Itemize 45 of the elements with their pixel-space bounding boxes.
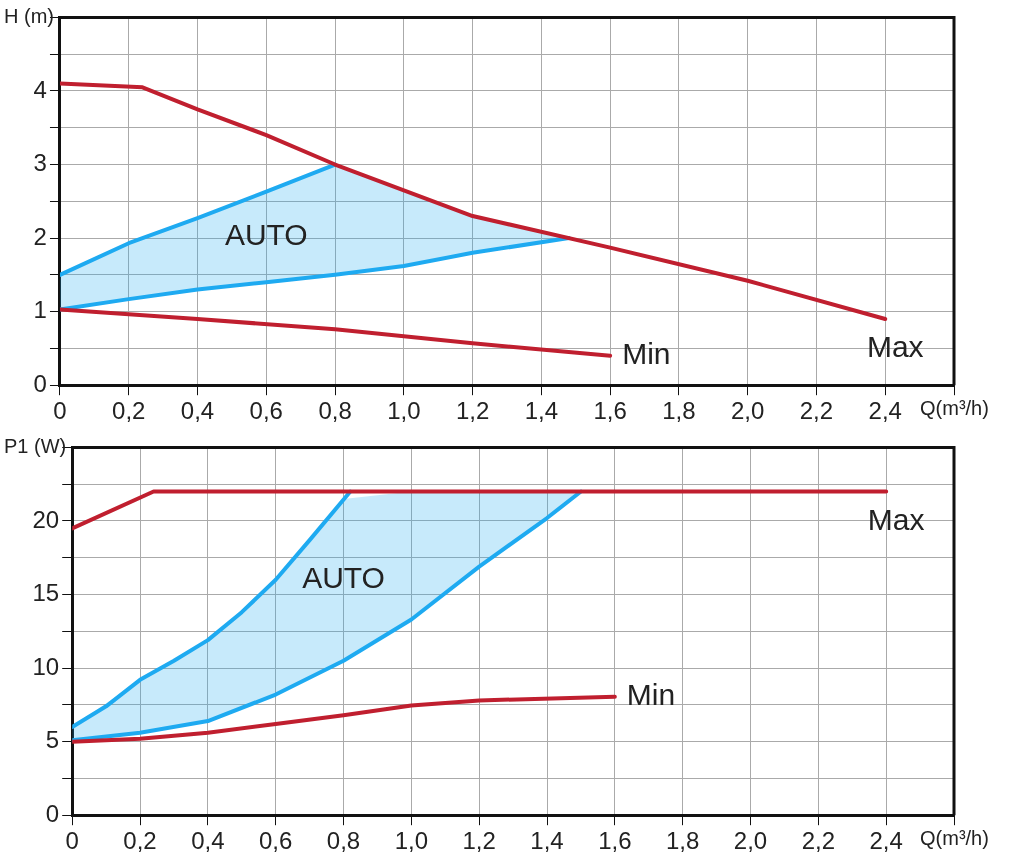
series-label: Min — [626, 678, 676, 712]
y-tick-label: 2 — [33, 222, 47, 250]
x-tick-label: 1,6 — [598, 827, 632, 855]
x-tick-label: 0,4 — [180, 397, 215, 425]
x-tick-label: 0,4 — [191, 827, 225, 855]
series-label: AUTO — [302, 561, 385, 595]
y-tick-label: 0 — [45, 799, 60, 827]
y-tick-label: 5 — [45, 726, 60, 754]
y-tick-label: 4 — [33, 75, 47, 103]
x-tick-label: 0,2 — [123, 827, 157, 855]
x-tick-label: 2,0 — [731, 397, 765, 425]
x-axis-title: Q(m³/h) — [920, 826, 989, 849]
series-label: AUTO — [224, 218, 308, 252]
y-tick-label: 0 — [33, 369, 47, 397]
y-tick-label: 15 — [32, 579, 60, 607]
x-tick-label: 2,2 — [799, 397, 834, 425]
x-tick-label: 2,4 — [868, 397, 902, 425]
x-tick-label: 1,0 — [394, 827, 429, 855]
x-tick-label: 2,2 — [801, 827, 836, 855]
x-tick-label: 1,2 — [455, 397, 490, 425]
x-tick-label: 0 — [65, 827, 79, 855]
y-tick-label: 10 — [32, 652, 60, 680]
y-tick-label: 20 — [32, 505, 60, 533]
x-tick-label: 0,6 — [249, 397, 283, 425]
y-axis-title: H (m) — [4, 4, 54, 27]
y-axis-title: P1 (W) — [4, 434, 67, 457]
x-tick-label: 1,4 — [524, 397, 559, 425]
x-tick-label: 0,8 — [326, 827, 361, 855]
y-tick-label: 1 — [33, 296, 47, 324]
series-label: Max — [867, 502, 925, 536]
series-label: Max — [866, 330, 924, 364]
x-tick-label: 0,6 — [259, 827, 293, 855]
x-tick-label: 0,8 — [318, 397, 352, 425]
x-tick-label: 0,2 — [112, 397, 146, 425]
x-tick-label: 1,8 — [665, 827, 700, 855]
x-tick-label: 1,8 — [662, 397, 696, 425]
x-tick-label: 1,2 — [462, 827, 496, 855]
y-tick-label: 3 — [33, 149, 47, 177]
x-tick-label: 1,6 — [593, 397, 627, 425]
x-tick-label: 2,0 — [733, 827, 768, 855]
x-tick-label: 1,4 — [530, 827, 564, 855]
x-axis-title: Q(m³/h) — [920, 396, 989, 419]
x-tick-label: 2,4 — [869, 827, 903, 855]
series-label: Min — [622, 337, 671, 371]
x-tick-label: 1,0 — [387, 397, 421, 425]
